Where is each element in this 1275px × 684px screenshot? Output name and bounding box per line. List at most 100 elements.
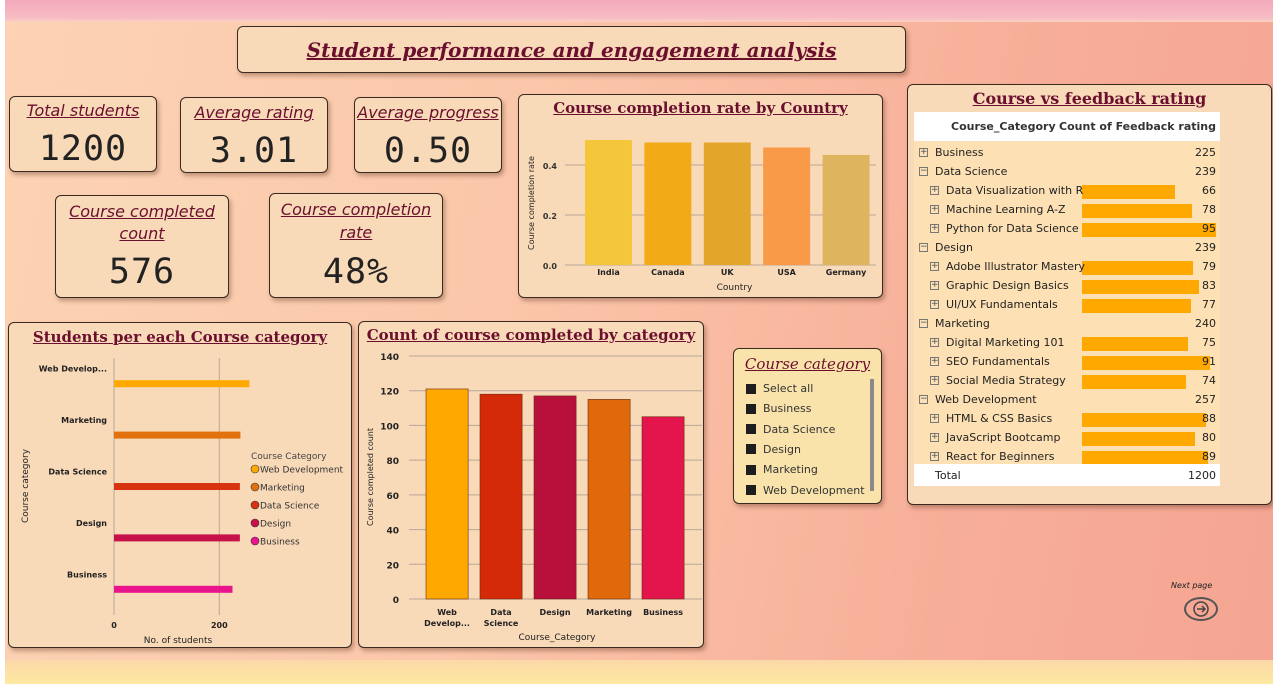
legend-item[interactable]: Web Development xyxy=(260,466,344,476)
matrix-row[interactable]: − Design 239 xyxy=(914,239,1220,258)
matrix-row[interactable]: − Web Development 257 xyxy=(914,391,1220,410)
kpi-label-line1: Course completion xyxy=(280,200,432,219)
bar[interactable] xyxy=(703,142,751,266)
data-bar xyxy=(1082,280,1200,294)
slicer-scrollbar[interactable] xyxy=(870,379,874,491)
matrix-row[interactable]: − Data Science 239 xyxy=(914,163,1220,182)
bar[interactable] xyxy=(822,155,870,265)
legend-item[interactable]: Data Science xyxy=(260,502,320,512)
matrix-row[interactable]: + Python for Data Science 95 xyxy=(914,220,1220,239)
checkbox-icon[interactable] xyxy=(746,444,756,455)
matrix-row[interactable]: + UI/UX Fundamentals 77 xyxy=(914,296,1220,315)
bar[interactable] xyxy=(533,395,577,600)
legend-item[interactable]: Marketing xyxy=(260,484,305,494)
matrix-row[interactable]: + Adobe Illustrator Mastery 79 xyxy=(914,258,1220,277)
data-bar xyxy=(1082,413,1207,427)
collapse-icon[interactable]: − xyxy=(919,318,928,328)
slicer-option[interactable]: Select all xyxy=(746,382,813,395)
next-page-button[interactable] xyxy=(1184,597,1218,621)
matrix-row-label: SEO Fundamentals xyxy=(946,355,1050,368)
data-bar xyxy=(1082,451,1208,465)
expand-icon[interactable]: + xyxy=(919,147,928,157)
matrix-col-category[interactable]: Course_Category xyxy=(951,120,1056,133)
bar[interactable] xyxy=(114,585,233,593)
expand-icon[interactable]: + xyxy=(930,432,939,442)
slicer-option[interactable]: Web Development xyxy=(746,484,865,497)
matrix-col-feedback[interactable]: Count of Feedback rating xyxy=(1059,120,1216,133)
slicer-option[interactable]: Marketing xyxy=(746,463,818,476)
bar[interactable] xyxy=(114,380,250,388)
x-tick-label: USA xyxy=(777,268,796,277)
y-axis-label: Course category xyxy=(21,448,31,523)
chart-students-per-category[interactable]: Students per each Course category 0 200 We… xyxy=(8,322,352,648)
expand-icon[interactable]: + xyxy=(930,204,939,214)
matrix-row[interactable]: + Digital Marketing 101 75 xyxy=(914,334,1220,353)
matrix-row[interactable]: + Social Media Strategy 74 xyxy=(914,372,1220,391)
expand-icon[interactable]: + xyxy=(930,299,939,309)
matrix-row[interactable]: + Data Visualization with R 66 xyxy=(914,182,1220,201)
expand-icon[interactable]: + xyxy=(930,337,939,347)
matrix-row[interactable]: + JavaScript Bootcamp 80 xyxy=(914,429,1220,448)
bar[interactable] xyxy=(114,431,241,439)
expand-icon[interactable]: + xyxy=(930,375,939,385)
expand-icon[interactable]: + xyxy=(930,261,939,271)
checkbox-icon[interactable] xyxy=(746,383,756,394)
slicer-option[interactable]: Design xyxy=(746,443,801,456)
expand-icon[interactable]: + xyxy=(930,413,939,423)
expand-icon[interactable]: + xyxy=(930,280,939,290)
x-tick-label: 0 xyxy=(111,621,117,630)
bar[interactable] xyxy=(425,388,469,600)
expand-icon[interactable]: + xyxy=(930,223,939,233)
matrix-row[interactable]: + Machine Learning A-Z 78 xyxy=(914,201,1220,220)
course-category-slicer[interactable]: Course category Select all Business Data S… xyxy=(733,348,882,504)
slicer-option-label: Marketing xyxy=(763,463,818,477)
matrix-row[interactable]: + Business 225 xyxy=(914,144,1220,163)
matrix-total-row: Total 1200 xyxy=(914,464,1220,486)
matrix-row-label: Adobe Illustrator Mastery xyxy=(946,260,1086,273)
collapse-icon[interactable]: − xyxy=(919,394,928,404)
expand-icon[interactable]: + xyxy=(930,451,939,461)
course-feedback-matrix[interactable]: Course vs feedback rating Course_Categor… xyxy=(907,84,1272,505)
bar[interactable] xyxy=(641,416,685,600)
kpi-course-completion-rate[interactable]: Course completion rate 48% xyxy=(269,193,443,298)
chart-completed-by-category[interactable]: Count of course completed by category 0 2… xyxy=(358,321,704,648)
bar[interactable] xyxy=(479,393,523,600)
kpi-label-line1: Course completed xyxy=(69,202,215,221)
bar[interactable] xyxy=(114,534,240,542)
matrix-row[interactable]: + Graphic Design Basics 83 xyxy=(914,277,1220,296)
checkbox-icon[interactable] xyxy=(746,485,756,495)
matrix-row-value: 240 xyxy=(1195,317,1216,330)
expand-icon[interactable]: + xyxy=(930,185,939,195)
bar[interactable] xyxy=(114,483,240,490)
country-bar-chart: 0.0 0.2 0.4 India Canada UK USA Germany Country C… xyxy=(527,140,876,293)
kpi-average-rating[interactable]: Average rating 3.01 xyxy=(180,97,328,173)
matrix-row[interactable]: + HTML & CSS Basics 88 xyxy=(914,410,1220,429)
matrix-row-value: 257 xyxy=(1195,393,1216,406)
collapse-icon[interactable]: − xyxy=(919,166,928,176)
bar[interactable] xyxy=(585,140,632,265)
matrix-row[interactable]: + React for Beginners 89 xyxy=(914,448,1220,467)
data-bar xyxy=(1082,223,1216,237)
bar[interactable] xyxy=(587,399,631,600)
matrix-row[interactable]: − Marketing 240 xyxy=(914,315,1220,334)
slicer-option[interactable]: Business xyxy=(746,402,812,415)
chart-completion-by-country[interactable]: Course completion rate by Country 0.0 0.2… xyxy=(518,94,883,298)
checkbox-icon[interactable] xyxy=(746,464,756,475)
checkbox-icon[interactable] xyxy=(746,403,756,414)
kpi-label-line2: count xyxy=(119,224,165,243)
collapse-icon[interactable]: − xyxy=(919,242,928,252)
kpi-total-students[interactable]: Total students 1200 xyxy=(9,96,157,172)
matrix-row[interactable]: + SEO Fundamentals 91 xyxy=(914,353,1220,372)
kpi-average-progress[interactable]: Average progress 0.50 xyxy=(354,97,502,173)
legend-item[interactable]: Design xyxy=(260,520,291,530)
slicer-option[interactable]: Data Science xyxy=(746,423,835,436)
x-tick-label: Business xyxy=(643,608,683,617)
legend-item[interactable]: Business xyxy=(260,538,300,548)
bar[interactable] xyxy=(644,142,692,266)
kpi-course-completed-count[interactable]: Course completed count 576 xyxy=(55,195,229,298)
bar[interactable] xyxy=(763,147,811,266)
matrix-row-label: Business xyxy=(935,146,984,159)
expand-icon[interactable]: + xyxy=(930,356,939,366)
checkbox-icon[interactable] xyxy=(746,424,756,435)
data-bar xyxy=(1082,261,1194,275)
